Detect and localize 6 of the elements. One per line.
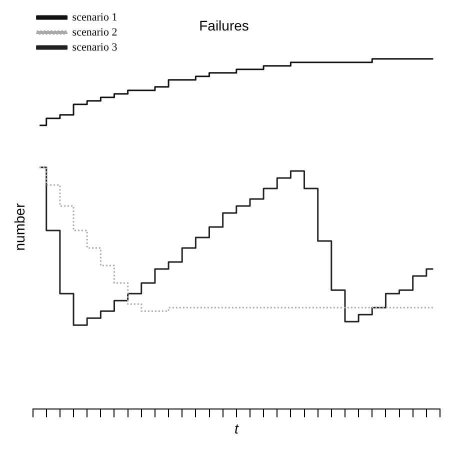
chart-title: Failures bbox=[199, 17, 249, 34]
x-axis-title: t bbox=[234, 420, 240, 436]
legend-label: scenario 1 bbox=[72, 11, 118, 24]
legend-label: scenario 3 bbox=[72, 41, 118, 54]
y-axis-title: number bbox=[11, 202, 28, 251]
legend-label: scenario 2 bbox=[72, 26, 118, 38]
